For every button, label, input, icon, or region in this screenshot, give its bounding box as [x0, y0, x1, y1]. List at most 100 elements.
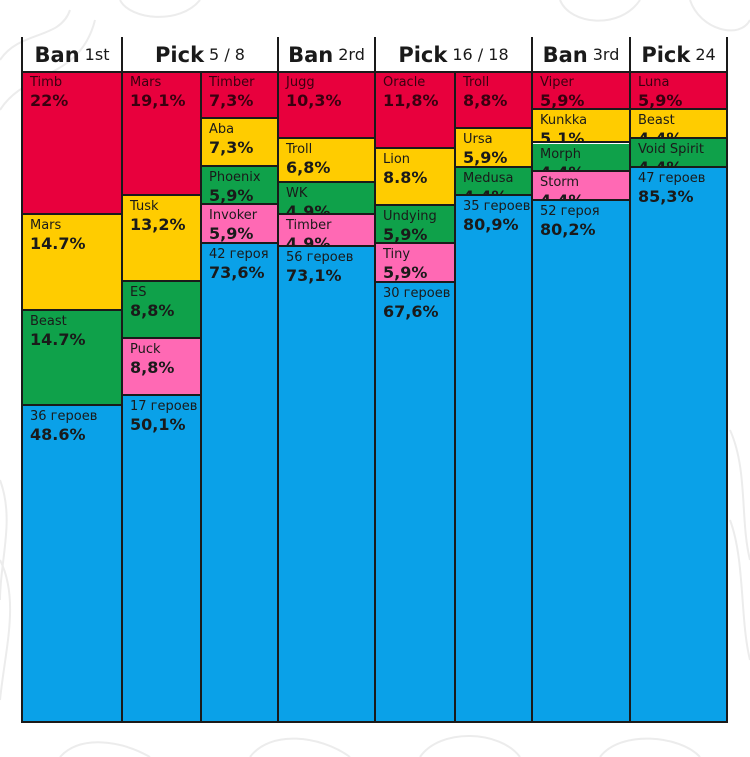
segment-label: Void Spirit [638, 141, 705, 157]
segment-value: 48.6% [30, 425, 86, 445]
bar-segment: Invoker 5,9% [201, 205, 278, 244]
segment-label: Oracle [383, 75, 426, 90]
segment-value: 73,1% [286, 265, 342, 285]
column-divider [277, 37, 279, 722]
segment-label: ES [130, 284, 147, 300]
segment-label: Tusk [130, 199, 159, 215]
segment-value: 5,9% [209, 224, 254, 244]
column-header-sub: 5 / 8 [209, 45, 245, 64]
bar-segment: WK 4,9% [278, 183, 375, 215]
segment-value: 5,9% [638, 91, 683, 110]
segment-label: Mars [130, 75, 162, 90]
bar-segment: Luna 5,9% [630, 72, 727, 111]
column-header: Pick 16 / 18 [375, 37, 532, 72]
column-header-sub: 3rd [592, 45, 620, 64]
segment-label: 47 героев [638, 170, 706, 186]
segment-value: 67,6% [383, 301, 439, 321]
segment-label: Mars [30, 218, 62, 233]
bar-segment: Troll 8,8% [455, 72, 532, 130]
bar-segment: ES 8,8% [122, 281, 201, 340]
bar-segment: Timb 22% [22, 72, 122, 215]
segment-value: 5,9% [383, 224, 428, 244]
column-header: Pick 5 / 8 [122, 37, 278, 72]
bar-segment: 17 героев 50,1% [122, 396, 201, 722]
segment-label: Troll [286, 141, 313, 157]
column-header-main: Pick [155, 42, 205, 67]
column-divider [454, 72, 456, 722]
segment-value: 7,3% [209, 138, 254, 158]
segment-label: Kunkka [540, 113, 588, 129]
segment-value: 73,6% [209, 262, 265, 282]
segment-label: 56 героев [286, 249, 354, 265]
segment-label: Timber [209, 75, 255, 90]
segment-value: 4,9% [286, 202, 331, 215]
segment-value: 50,1% [130, 415, 186, 435]
segment-label: Storm [540, 175, 580, 191]
segment-value: 7,3% [209, 91, 254, 110]
column-header: Ban 3rd [532, 37, 630, 72]
segment-label: Morph [540, 146, 582, 162]
column-header-sub: 1st [84, 45, 110, 64]
bar-segment: Tiny 5,9% [375, 244, 455, 283]
segment-value: 80,9% [463, 215, 519, 235]
segment-label: 30 героев [383, 285, 451, 301]
segment-value: 80,2% [540, 219, 596, 239]
segment-label: Lion [383, 151, 411, 167]
column-header-main: Ban [34, 42, 80, 67]
segment-value: 5,9% [540, 91, 585, 110]
segment-value: 4,4% [638, 129, 683, 139]
bar-segment: 36 героев 48.6% [22, 406, 122, 722]
column-header: Ban 1st [22, 37, 122, 72]
bar-segment: Timber 4.9% [278, 215, 375, 247]
segment-value: 4,4% [540, 162, 585, 173]
segment-label: 35 героев [463, 199, 531, 215]
segment-label: 36 героев [30, 409, 98, 425]
segment-value: 10,3% [286, 91, 342, 110]
column-header-main: Ban [542, 42, 588, 67]
column-header-sub: 24 [695, 45, 716, 64]
bar-segment: Kunkka 5,1% [532, 110, 630, 144]
column-divider [726, 37, 728, 722]
segment-value: 85,3% [638, 186, 694, 206]
bar-segment: Morph 4,4% [532, 143, 630, 173]
bar-segment: Medusa 4,4% [455, 167, 532, 197]
segment-label: WK [286, 186, 308, 202]
column-divider [374, 37, 376, 722]
bar-segment: Troll 6,8% [278, 138, 375, 184]
column-header-sub: 16 / 18 [452, 45, 509, 64]
segment-value: 4,4% [463, 186, 508, 197]
segment-value: 13,2% [130, 215, 186, 235]
chart-rule [21, 721, 728, 723]
bar-segment: Ursa 5,9% [455, 129, 532, 168]
segment-label: Luna [638, 75, 670, 90]
bar-segment: 42 героя 73,6% [201, 243, 278, 722]
bar-segment: Tusk 13,2% [122, 196, 201, 282]
segment-label: Beast [638, 113, 675, 129]
segment-value: 22% [30, 91, 69, 110]
bar-segment: Storm 4,4% [532, 172, 630, 201]
column-header: Pick 24 [630, 37, 727, 72]
segment-value: 6,8% [286, 157, 331, 177]
bar-segment: 52 героя 80,2% [532, 200, 630, 722]
bar-segment: 47 героев 85,3% [630, 167, 727, 722]
segment-value: 5,9% [209, 185, 254, 205]
bar-segment: Lion 8.8% [375, 148, 455, 206]
segment-label: Ursa [463, 132, 493, 148]
column-header-main: Ban [288, 42, 334, 67]
segment-label: 17 героев [130, 399, 198, 415]
bar-segment: Aba 7,3% [201, 119, 278, 167]
segment-value: 11,8% [383, 91, 439, 110]
bar-segment: 56 героев 73,1% [278, 246, 375, 722]
segment-value: 5,9% [383, 263, 428, 283]
column-header: Ban 2rd [278, 37, 375, 72]
bar-segment: 35 героев 80,9% [455, 196, 532, 722]
segment-label: Aba [209, 122, 235, 138]
segment-value: 8,8% [463, 91, 508, 110]
bar-segment: Oracle 11,8% [375, 72, 455, 149]
segment-label: Phoenix [209, 169, 261, 185]
segment-label: Timber [286, 218, 332, 233]
bar-segment: Mars 19,1% [122, 72, 201, 197]
column-divider [21, 37, 23, 722]
segment-label: Invoker [209, 208, 258, 224]
